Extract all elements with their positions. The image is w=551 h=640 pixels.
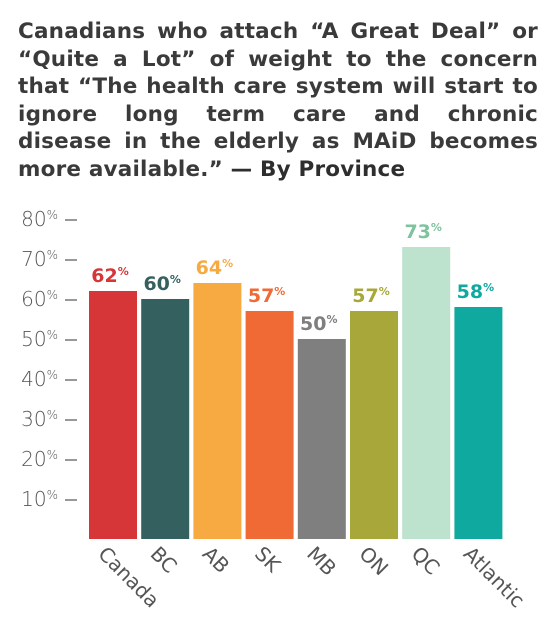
y-tick-label: 80% — [21, 207, 58, 231]
y-tick-label: 50% — [21, 327, 58, 351]
x-category-label: ON — [354, 542, 393, 581]
chart-title-main: Canadians who attach “A Great Deal” or “… — [18, 19, 538, 182]
y-tick-label: 60% — [21, 287, 58, 311]
data-label: 57% — [352, 285, 389, 307]
data-label: 60% — [143, 273, 180, 295]
bar-ab — [193, 283, 242, 539]
bar-atlantic — [454, 307, 503, 539]
x-category-label: Atlantic — [459, 542, 530, 613]
data-label: 62% — [91, 265, 128, 287]
y-tick-label: 10% — [21, 487, 58, 511]
chart-title-suffix: — By Province — [230, 156, 406, 182]
y-tick-label: 20% — [21, 447, 58, 471]
x-category-label: QC — [407, 542, 445, 580]
data-label: 64% — [196, 257, 233, 279]
bar-qc — [402, 247, 451, 539]
bar-mb — [297, 339, 346, 539]
x-category-label: BC — [146, 542, 182, 578]
y-tick-label: 70% — [21, 247, 58, 271]
data-label: 58% — [457, 281, 494, 303]
y-tick-label: 30% — [21, 407, 58, 431]
data-label: 73% — [404, 221, 441, 243]
data-label: 57% — [248, 285, 285, 307]
y-tick-label: 40% — [21, 367, 58, 391]
bar-on — [350, 311, 398, 539]
x-category-label: SK — [250, 542, 286, 578]
x-category-label: AB — [198, 542, 234, 578]
x-category-label: MB — [302, 542, 341, 581]
bar-sk — [245, 311, 294, 539]
chart-title: Canadians who attach “A Great Deal” or “… — [18, 18, 538, 183]
bar-canada — [89, 291, 137, 539]
data-label: 50% — [300, 313, 337, 335]
bar-bc — [141, 299, 190, 539]
